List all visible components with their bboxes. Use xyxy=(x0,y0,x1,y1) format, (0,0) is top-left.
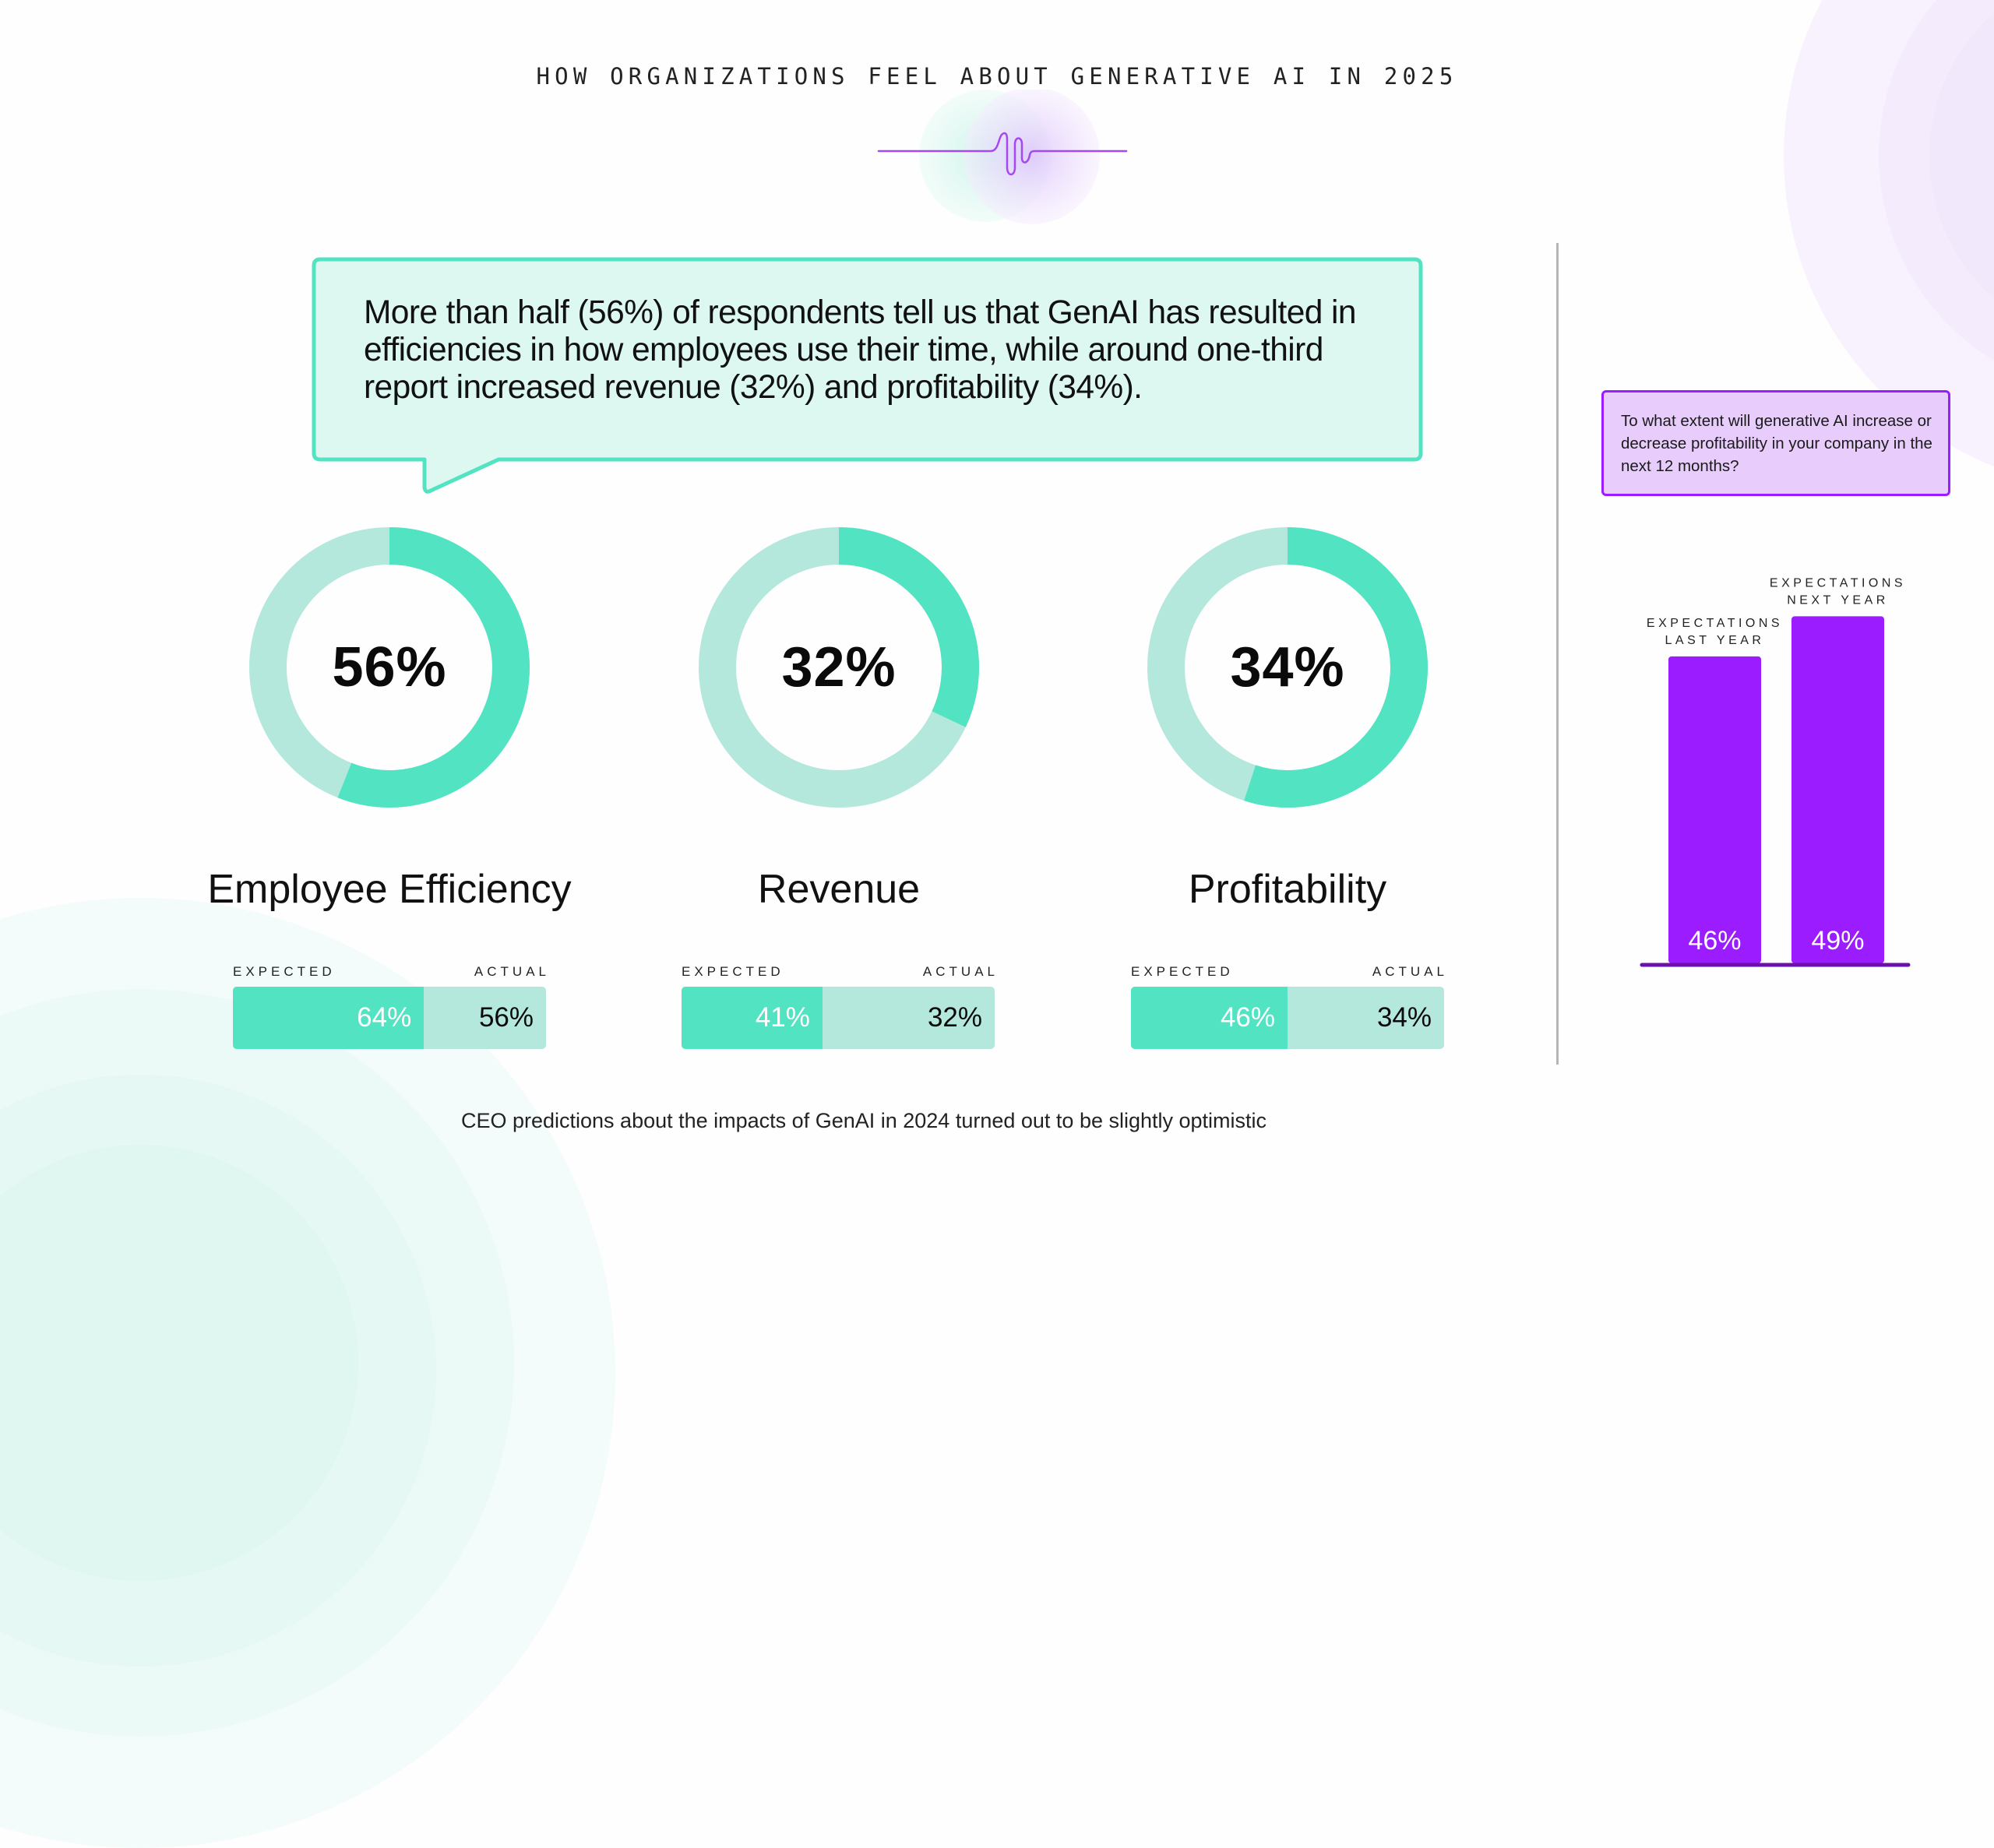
metric-label-profitability: Profitability xyxy=(1188,867,1387,912)
donut-value: 56% xyxy=(332,636,447,699)
donut-value: 32% xyxy=(781,636,897,699)
donut-arc xyxy=(1147,527,1428,808)
metric-label-revenue: Revenue xyxy=(757,867,921,912)
page-title: HOW ORGANIZATIONS FEEL ABOUT GENERATIVE … xyxy=(536,63,1458,90)
question-text: To what extent will generative AI increa… xyxy=(1621,412,1932,475)
category-label: EXPECTATIONS xyxy=(1770,576,1906,590)
expected-segment: 41% xyxy=(682,987,823,1049)
expected-segment: 64% xyxy=(233,987,425,1049)
expected-header: EXPECTED xyxy=(682,964,784,979)
donut-arc xyxy=(249,527,530,808)
comparison-bar: 46% 34% xyxy=(1131,987,1444,1049)
expected-header: EXPECTED xyxy=(233,964,336,979)
donut-chart-profitability: 34% xyxy=(1140,519,1436,815)
actual-segment: 32% xyxy=(927,1002,982,1033)
expected-vs-actual-revenue: EXPECTED ACTUAL 41% 32% xyxy=(682,964,995,1049)
expected-vs-actual-employee-efficiency: EXPECTED ACTUAL 64% 56% xyxy=(233,964,546,1049)
question-box: To what extent will generative AI increa… xyxy=(1601,390,1950,496)
bar-last-year xyxy=(1668,656,1761,963)
expected-header: EXPECTED xyxy=(1131,964,1234,979)
profitability-expectations-bar-chart: 46% EXPECTATIONS LAST YEAR 49% EXPECTATIONS N… xyxy=(1640,576,1911,967)
category-label: NEXT YEAR xyxy=(1787,593,1889,607)
actual-segment: 56% xyxy=(478,1002,534,1033)
bar-data-label: 49% xyxy=(1811,926,1864,956)
bar-data-label: 46% xyxy=(1688,926,1741,956)
donut-arc xyxy=(699,527,979,808)
metric-label-employee-efficiency: Employee Efficiency xyxy=(207,867,572,912)
actual-header: ACTUAL xyxy=(922,964,999,979)
callout-text: More than half (56%) of respondents tell… xyxy=(364,294,1356,406)
section-divider xyxy=(1556,243,1559,1065)
bar-next-year xyxy=(1791,616,1884,963)
waveform-logo-icon xyxy=(877,90,1128,224)
category-label: LAST YEAR xyxy=(1665,634,1765,647)
donut-value: 34% xyxy=(1230,636,1345,699)
donut-chart-employee-efficiency: 56% xyxy=(241,519,537,815)
callout-bubble xyxy=(312,257,1423,494)
comparison-bar: 41% 32% xyxy=(682,987,995,1049)
category-label: EXPECTATIONS xyxy=(1647,617,1783,630)
comparison-bar: 64% 56% xyxy=(233,987,546,1049)
actual-segment: 34% xyxy=(1376,1002,1432,1033)
donut-chart-revenue: 32% xyxy=(691,519,987,815)
expected-segment: 46% xyxy=(1131,987,1288,1049)
footer-note: CEO predictions about the impacts of Gen… xyxy=(460,1109,1267,1132)
expected-vs-actual-profitability: EXPECTED ACTUAL 46% 34% xyxy=(1131,964,1444,1049)
actual-header: ACTUAL xyxy=(474,964,550,979)
actual-header: ACTUAL xyxy=(1372,964,1448,979)
